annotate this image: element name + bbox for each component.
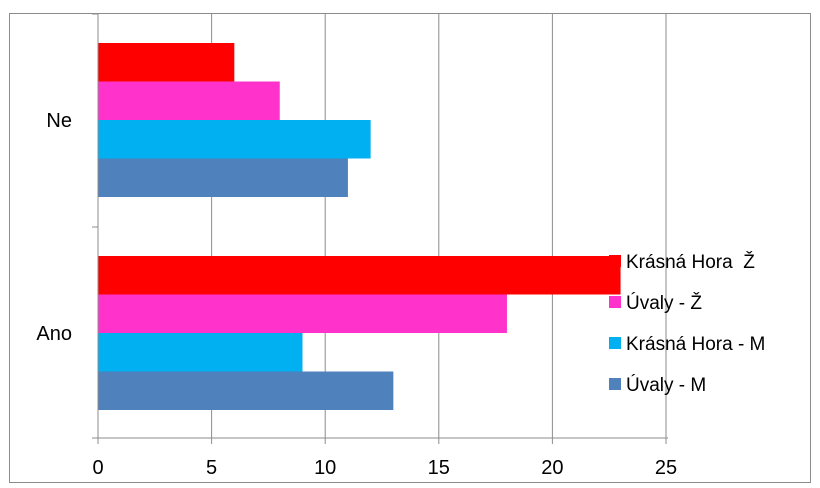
category-label-ne: Ne [46,110,72,132]
x-tick-label-25: 25 [655,457,677,479]
legend: Krásná Hora Ž Úvaly - Ž Krásná Hora - M Úva… [609,251,765,396]
category-label-ano: Ano [36,323,72,345]
bar-ano-krasna-hora-m [98,333,303,372]
legend-entry-uvaly-m: Úvaly - M [626,374,706,396]
legend-entry-krasna-hora-z: Krásná Hora Ž [626,251,755,273]
legend-entry-uvaly-z: Úvaly - Ž [626,292,702,314]
legend-swatch-krasna-hora-m [609,337,621,349]
bar-ne-uvaly-m [98,158,348,197]
legend-swatch-uvaly-m [609,378,621,390]
bar-ne-uvaly-z [98,81,280,120]
legend-entry-krasna-hora-m: Krásná Hora - M [626,334,765,355]
x-tick-label-20: 20 [541,457,563,479]
x-tick-label-5: 5 [206,457,217,479]
bar-ne-krasna-hora-z [98,43,235,82]
bars [98,43,621,410]
x-tick-label-0: 0 [92,457,103,479]
x-tick-labels: 0 5 10 15 20 25 [92,457,677,479]
axes [92,13,668,444]
bar-ano-uvaly-m [98,371,394,410]
legend-swatch-krasna-hora-z [609,255,621,267]
bar-ano-krasna-hora-z [98,256,621,295]
x-tick-label-10: 10 [314,457,336,479]
category-labels: Ne Ano [36,110,72,345]
legend-swatch-uvaly-z [609,296,621,308]
bar-ne-krasna-hora-m [98,120,371,159]
bar-ano-uvaly-z [98,294,507,333]
x-tick-label-15: 15 [428,457,450,479]
